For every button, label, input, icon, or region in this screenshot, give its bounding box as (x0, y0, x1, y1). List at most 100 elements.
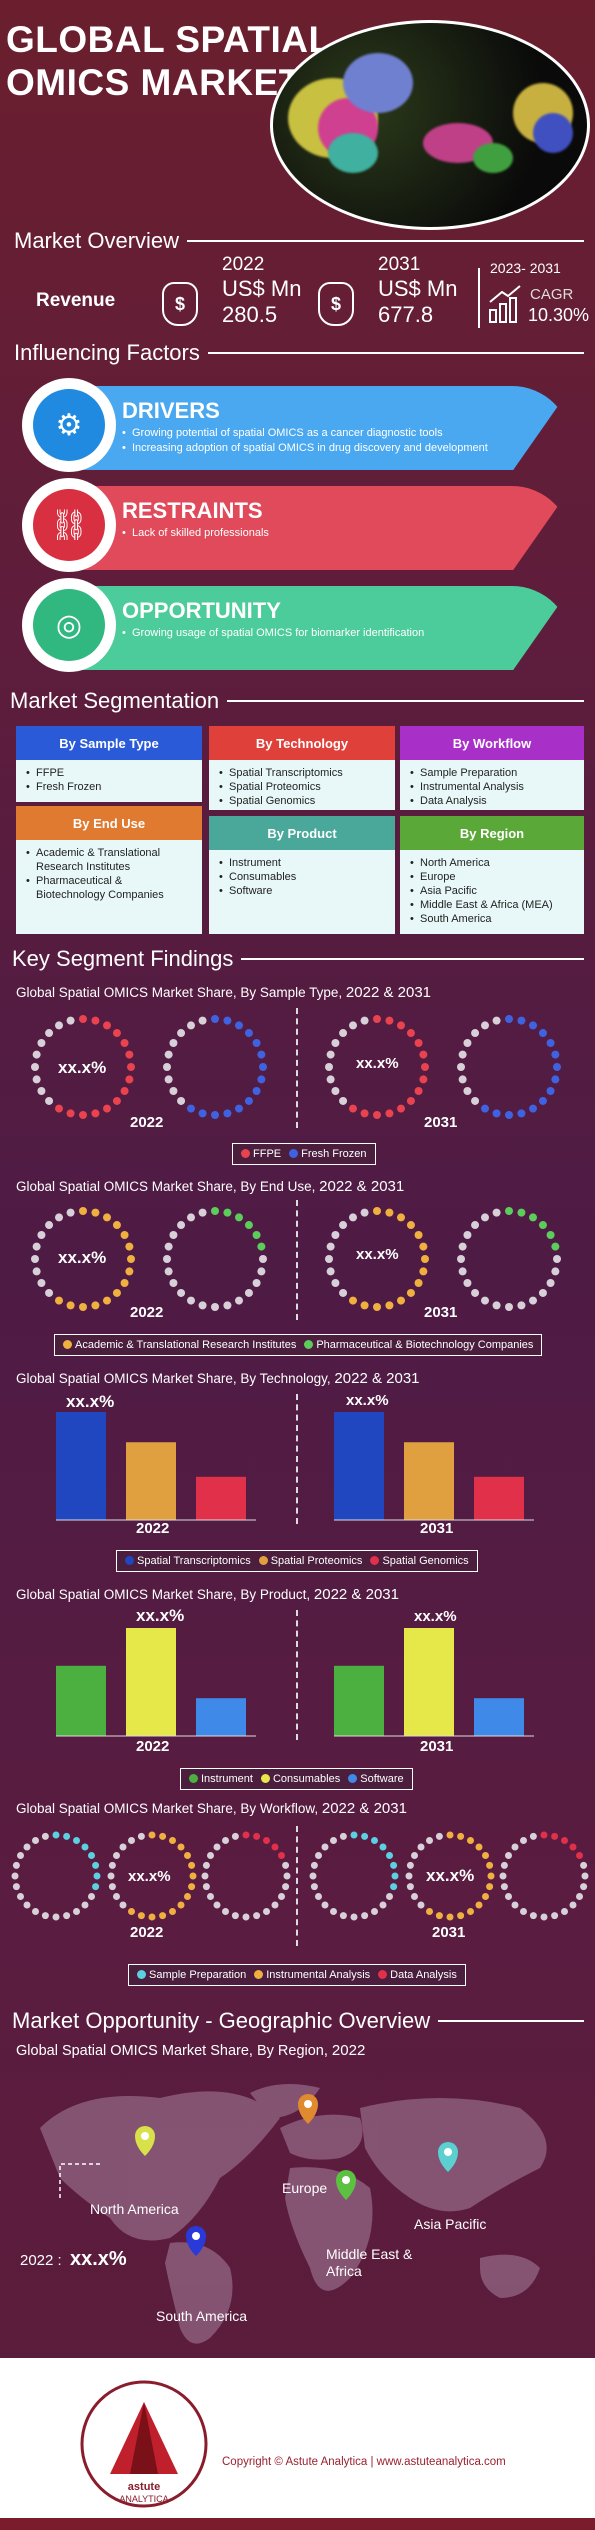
bar (404, 1628, 454, 1736)
ring-dot (517, 1208, 526, 1217)
ring-dot (314, 1852, 322, 1859)
ring-dot (278, 1893, 286, 1900)
segment-region: By Region North America Europe Asia Paci… (400, 816, 584, 934)
ring-dot (310, 1861, 318, 1869)
map-pin-north-america-icon (135, 2126, 155, 2156)
pharma-ring-2031 (457, 1207, 561, 1311)
ring-dot (55, 1296, 63, 1305)
ring-dot (242, 1913, 250, 1921)
data-analysis-ring-2022 (201, 1831, 291, 1921)
bar (56, 1412, 106, 1520)
ring-dot (385, 1208, 394, 1217)
callout-value: xx.x% (70, 2248, 127, 2270)
ring-dot (339, 1029, 348, 1038)
ring-dot (32, 1908, 39, 1916)
ring-dot (500, 1883, 508, 1891)
ring-dot (326, 1075, 335, 1084)
gears-icon: ⚙ (33, 389, 105, 461)
ring-dot (551, 1912, 559, 1920)
segment-workflow: By Workflow Sample Preparation Instrumen… (400, 726, 584, 810)
ring-dot (339, 1832, 347, 1840)
segment-sample-type: By Sample Type FFPE Fresh Frozen (16, 726, 202, 802)
ring-dot (271, 1843, 279, 1851)
ring-dot (189, 1872, 197, 1880)
sample-type-title: Global Spatial OMICS Market Share, By Sa… (16, 984, 431, 1001)
ring-dot (12, 1883, 20, 1891)
ring-dot (360, 1016, 369, 1025)
ring-dot (314, 1893, 322, 1900)
ring-dot (426, 1836, 433, 1844)
key-findings-heading: Key Segment Findings (12, 946, 584, 972)
footer (0, 2358, 595, 2530)
ring-dot (463, 1231, 472, 1239)
year-label: 2022 (136, 1520, 170, 1537)
ring-dot (213, 1843, 221, 1851)
ring-dot (37, 1231, 46, 1239)
ring-dot (73, 1836, 80, 1844)
callout-year: 2022 : (20, 2252, 62, 2269)
ring-dot (16, 1893, 24, 1900)
ring-dot (81, 1901, 89, 1909)
ring-dot (164, 1050, 173, 1059)
ring-dot (164, 1242, 173, 1251)
ring-dot (187, 1213, 195, 1222)
ring-dot (12, 1861, 20, 1869)
ring-dot (16, 1852, 24, 1859)
year-label: 2022 (136, 1738, 170, 1755)
ring-dot (120, 1279, 129, 1287)
ring-dot (112, 1029, 121, 1038)
ring-dot (435, 1832, 443, 1840)
ring-dot (253, 1912, 261, 1920)
drivers-card: ⚙ DRIVERS • Growing potential of spatial… (22, 378, 572, 472)
ring-dot (349, 1213, 357, 1222)
ring-dot (309, 1872, 317, 1880)
value-placeholder: xx.x% (414, 1608, 457, 1625)
geo-heading: Market Opportunity - Geographic Overview (12, 2008, 584, 2034)
ring-dot (55, 1021, 63, 1030)
ring-dot (511, 1843, 519, 1851)
product-bars-2031 (334, 1628, 534, 1737)
restraints-band (82, 486, 572, 570)
ring-dot (169, 1087, 178, 1095)
ring-dot (107, 1872, 115, 1880)
technology-title: Global Spatial OMICS Market Share, By Te… (16, 1370, 420, 1387)
value-placeholder: xx.x% (66, 1392, 115, 1411)
ring-dot (414, 1279, 423, 1287)
ring-dot (252, 1087, 261, 1095)
ring-dot (546, 1039, 555, 1047)
year-label: 2031 (420, 1520, 454, 1537)
ring-dot (177, 1029, 186, 1038)
ring-dot (349, 1296, 357, 1305)
bar (196, 1476, 246, 1520)
ring-dot (235, 1213, 243, 1222)
ring-dot (482, 1893, 490, 1900)
ring-dot (222, 1836, 229, 1844)
ring-dot (223, 1301, 232, 1310)
ring-dot (253, 1832, 261, 1840)
ring-dot (73, 1908, 80, 1916)
ring-dot (486, 1861, 494, 1869)
pharma-ring-2022 (163, 1207, 267, 1311)
ring-dot (580, 1883, 588, 1891)
ring-dot (529, 1912, 537, 1920)
region-label-north-america: North America (90, 2201, 179, 2217)
ring-dot (37, 1087, 46, 1095)
divider (296, 1008, 298, 1128)
sample-type-legend: FFPE Fresh Frozen (232, 1143, 376, 1165)
value-placeholder: xx.x% (426, 1866, 475, 1885)
ring-dot (91, 1109, 100, 1118)
map-pin-asia-pacific-icon (438, 2142, 458, 2172)
ring-dot (125, 1050, 134, 1059)
ring-dot (63, 1832, 71, 1840)
svg-text:astute: astute (128, 2481, 160, 2493)
ring-dot (108, 1861, 116, 1869)
ring-dot (546, 1279, 555, 1287)
ring-dot (79, 1303, 87, 1311)
ring-dot (45, 1288, 54, 1297)
ring-dot (310, 1883, 318, 1891)
end-use-title: Global Spatial OMICS Market Share, By En… (16, 1178, 405, 1195)
ring-dot (349, 1104, 357, 1113)
ring-dot (391, 1872, 399, 1880)
sample-prep-ring-2022 (11, 1831, 101, 1921)
ring-dot (406, 1096, 415, 1105)
